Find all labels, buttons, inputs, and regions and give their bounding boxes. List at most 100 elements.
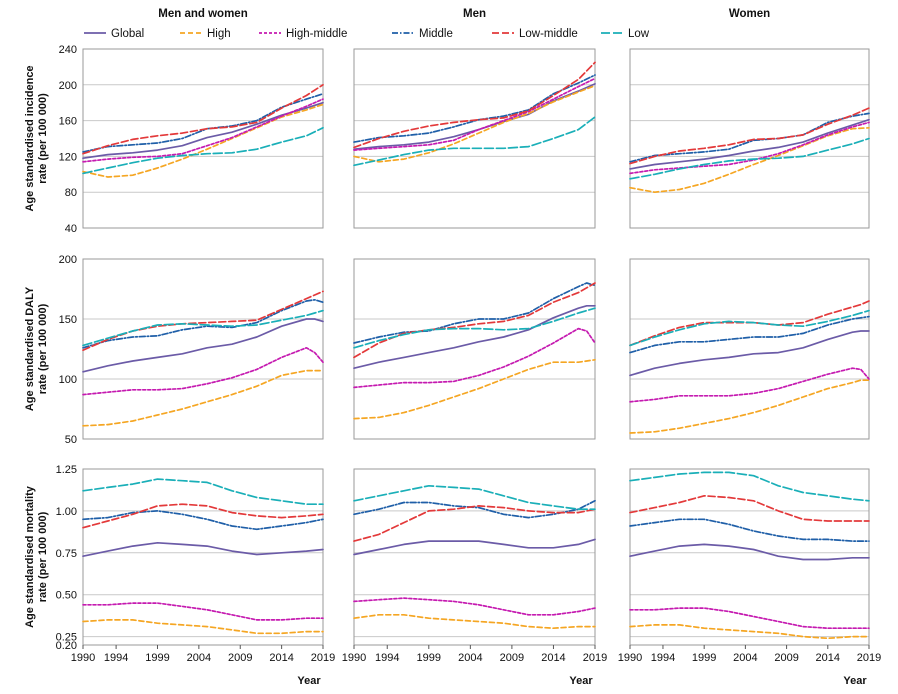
legend: Global High High-middle Middle Low-middle Low (84, 28, 650, 40)
legend-label-low-middle: Low-middle (519, 28, 578, 40)
series-line-low (629, 137, 870, 180)
series-line-low (82, 309, 324, 347)
x-tick-label: 2014 (541, 652, 565, 664)
y-tick-label: 1.00 (56, 506, 77, 518)
series-line-high-middle (82, 98, 324, 163)
series-line-low (629, 309, 870, 347)
x-tick-label: 2009 (774, 652, 798, 664)
y-axis-label-mortality-1: Age standardised mortality (24, 485, 36, 628)
series-line-low (82, 126, 324, 175)
series-line-low-middle (353, 505, 596, 542)
panel-frame (629, 48, 870, 229)
series-line-high-middle (353, 77, 596, 151)
x-tick-label: 2009 (228, 652, 252, 664)
series-line-global (629, 118, 870, 170)
y-tick-label: 100 (59, 374, 77, 386)
y-axis-label-incidence-2: rate (per 100 000) (37, 93, 49, 184)
y-tick-label: 0.25 (56, 632, 77, 644)
panel-frame (82, 468, 324, 646)
x-tick-label: 1990 (342, 652, 366, 664)
y-tick-label: 50 (65, 434, 77, 446)
series-line-high (353, 613, 596, 630)
series-line-low-middle (629, 107, 870, 165)
y-tick-label: 160 (59, 116, 77, 128)
panel-frame (353, 258, 596, 440)
column-title-men: Men (463, 8, 486, 20)
column-title-men-and-women: Men and women (158, 8, 247, 20)
x-tick-label: 1999 (145, 652, 169, 664)
x-tick-label: 2014 (269, 652, 293, 664)
panel-frame (82, 48, 324, 229)
x-tick-label: 1994 (104, 652, 128, 664)
legend-label-low: Low (628, 28, 650, 40)
y-tick-label: 40 (65, 223, 77, 235)
series-line-high (629, 126, 870, 194)
series-line-middle (629, 315, 870, 354)
series-line-high (353, 358, 596, 420)
x-axis-title: Year (843, 675, 867, 687)
y-tick-label: 0.20 (56, 640, 77, 652)
y-tick-label: 1.25 (56, 464, 77, 476)
series-line-middle (353, 499, 596, 519)
panel-frame (82, 258, 324, 440)
y-tick-label: 200 (59, 80, 77, 92)
series-line-middle (82, 298, 324, 349)
x-tick-label: 1990 (71, 652, 95, 664)
x-tick-label: 1990 (618, 652, 642, 664)
series-line-middle (353, 282, 596, 344)
series-line-global (629, 330, 870, 377)
panel-incidence-men-and-women: 40 80 120 160 200 240 (59, 44, 324, 235)
series-line-high-middle (82, 602, 324, 621)
series-line-low-middle (82, 503, 324, 529)
legend-label-high-middle: High-middle (286, 28, 347, 40)
y-tick-label: 150 (59, 314, 77, 326)
panel-frame (353, 48, 596, 229)
series-line-low-middle (82, 83, 324, 155)
series-line-high-middle (353, 597, 596, 616)
y-tick-label: 120 (59, 151, 77, 163)
series-line-high (82, 103, 324, 178)
y-tick-label: 200 (59, 254, 77, 266)
column-titles: Men and women Men Women (158, 8, 770, 20)
series-line-global (353, 304, 596, 370)
series-line-middle (82, 510, 324, 531)
x-tick-label: 1994 (375, 652, 399, 664)
series-line-low-middle (353, 61, 596, 149)
y-tick-label: 80 (65, 187, 77, 199)
series-line-high (82, 369, 324, 427)
y-tick-label: 0.50 (56, 590, 77, 602)
panel-incidence-men (353, 48, 596, 229)
panel-frame (353, 468, 596, 646)
series-line-high-middle (629, 367, 870, 403)
y-axis-label-incidence-1: Age standardised incidence (24, 65, 36, 211)
panel-mortality-women: 1990 1994 1999 2004 2009 2014 2019 Year (618, 468, 881, 687)
legend-label-global: Global (111, 28, 144, 40)
series-line-middle (353, 74, 596, 143)
x-tick-label: 1999 (692, 652, 716, 664)
panel-mortality-men-and-women: 0.200.25 0.50 0.75 1.00 1.25 1990 1994 1999 2004… (56, 464, 336, 687)
x-tick-label: 2004 (458, 652, 482, 664)
series-line-global (82, 318, 324, 373)
series-line-high-middle (353, 327, 596, 389)
series-line-high-middle (82, 346, 324, 396)
series-line-middle (629, 518, 870, 542)
series-line-low (353, 116, 596, 167)
panel-frame (629, 258, 870, 440)
x-axis-title: Year (297, 675, 321, 687)
x-tick-label: 2004 (187, 652, 211, 664)
series-line-low (82, 478, 324, 506)
series-line-low-middle (82, 290, 324, 352)
y-axis-label-daly-1: Age standardised DALY (24, 286, 36, 411)
series-line-global (353, 83, 596, 151)
y-axis-label-mortality-2: rate (per 100 000) (37, 511, 49, 602)
legend-label-high: High (207, 28, 231, 40)
panel-daly-women (629, 258, 870, 440)
y-tick-label: 0.75 (56, 548, 77, 560)
x-tick-label: 1994 (651, 652, 675, 664)
panel-frame (629, 468, 870, 646)
series-line-low (629, 471, 870, 502)
y-axis-label-daly-2: rate (per 100 000) (37, 303, 49, 394)
panel-daly-men-and-women: 50 100 150 200 (59, 254, 324, 446)
x-tick-label: 2009 (500, 652, 524, 664)
series-line-high (629, 624, 870, 640)
